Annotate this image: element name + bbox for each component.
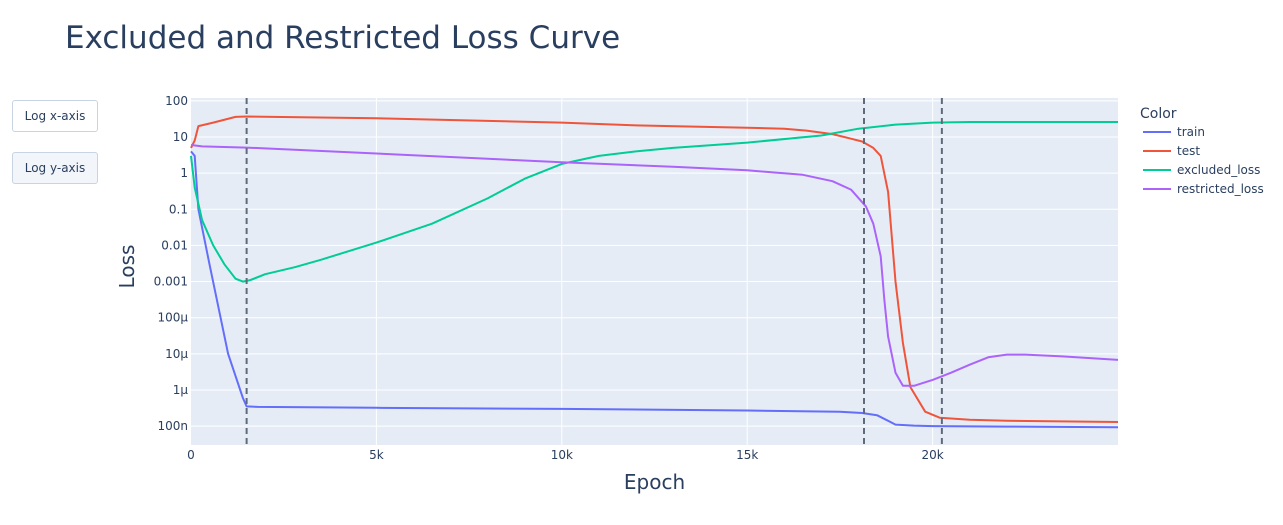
x-tick-label: 0 [187,448,195,462]
legend-title: Color [1140,106,1177,122]
legend-item-label: test [1177,144,1200,158]
x-axis-ticks: 0 5k 10k 15k 20k [187,448,944,462]
y-tick-label: 100 [165,94,188,108]
series-line-restricted-loss [190,144,1119,387]
y-tick-label: 0.001 [154,275,188,289]
x-tick-label: 10k [551,448,573,462]
x-tick-label: 20k [921,448,943,462]
x-tick-label: 15k [736,448,758,462]
y-tick-label: 0.01 [161,238,188,252]
legend-item-label: train [1177,125,1205,139]
series-line-test [190,115,1119,423]
series-line-train [190,150,1119,429]
log-x-axis-button[interactable]: Log x-axis [12,100,98,132]
log-y-axis-button[interactable]: Log y-axis [12,152,98,184]
y-tick-label: 10μ [165,347,188,361]
series-line-excluded-loss [190,121,1118,283]
y-tick-label: 0.1 [169,202,188,216]
x-axis-label: Epoch [624,470,685,494]
y-tick-label: 1μ [173,383,189,397]
y-axis-ticks: 100 10 1 0.1 0.01 0.001 100μ 10μ 1μ 100n [154,94,189,433]
chart-title: Excluded and Restricted Loss Curve [65,20,621,56]
legend-item-label: restricted_loss [1177,182,1264,196]
y-tick-label: 100μ [157,311,188,325]
y-tick-label: 10 [173,130,188,144]
vertical-markers [245,98,943,445]
y-tick-label: 100n [157,419,188,433]
x-tick-label: 5k [369,448,384,462]
y-axis-label: Loss [115,245,139,289]
traces [190,115,1119,429]
plot-area [191,98,1118,445]
y-tick-label: 1 [180,166,188,180]
legend: Color train test excluded_loss restricted_l… [1140,106,1264,196]
legend-item-label: excluded_loss [1177,163,1260,177]
gridlines [191,98,1118,445]
